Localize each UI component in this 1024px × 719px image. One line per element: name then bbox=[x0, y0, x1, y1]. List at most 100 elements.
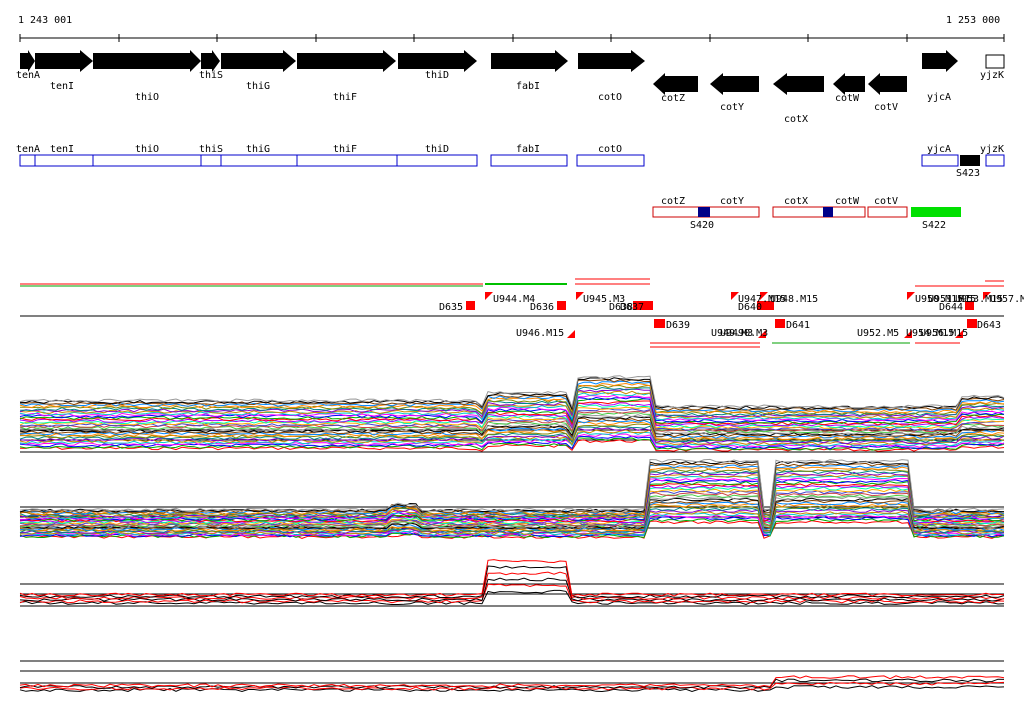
segment-mark-D639[interactable] bbox=[654, 319, 665, 328]
operon-box-yjcA[interactable] bbox=[921, 154, 959, 167]
expression-trace bbox=[19, 407, 1005, 431]
operon-track-forward: tenA tenI thiO thiS thiG thiF thiD fabI … bbox=[16, 144, 1005, 179]
segment-mark-D636[interactable] bbox=[557, 301, 566, 310]
operon-box-S423[interactable] bbox=[960, 155, 980, 166]
expression-trace bbox=[19, 380, 1005, 413]
operon-box-yjzK[interactable] bbox=[985, 154, 1005, 167]
segment-flag-U946[interactable] bbox=[567, 330, 575, 338]
expression-panel-3 bbox=[19, 559, 1005, 607]
expression-panel-1 bbox=[19, 375, 1005, 453]
segment-flag-U947[interactable] bbox=[731, 292, 739, 300]
operon-box-tenI[interactable] bbox=[34, 154, 94, 167]
segment-flag-U952[interactable] bbox=[904, 330, 912, 338]
gene-label: thiS bbox=[199, 70, 223, 81]
segment-flag-U948[interactable] bbox=[760, 292, 768, 300]
gene-arrow-cotX[interactable] bbox=[773, 73, 824, 95]
gene-arrow-tenI[interactable] bbox=[35, 50, 93, 72]
gene-arrow-fabI[interactable] bbox=[491, 50, 568, 72]
operon-box-thiG[interactable] bbox=[220, 154, 298, 167]
segment-flag-U950[interactable] bbox=[907, 292, 915, 300]
gene-arrow-cotO[interactable] bbox=[578, 50, 645, 72]
segment-mark-D643[interactable] bbox=[967, 319, 977, 328]
segment-label: U945.M3 bbox=[583, 294, 625, 305]
gene-label: cotW bbox=[835, 93, 860, 104]
segment-label: D639 bbox=[666, 320, 690, 331]
gene-arrow-yjzK[interactable] bbox=[985, 54, 1005, 69]
operon-label: thiO bbox=[135, 144, 159, 155]
operon-box-cotO[interactable] bbox=[576, 154, 645, 167]
expression-trace bbox=[19, 396, 1005, 423]
segment-label: U952.M5 bbox=[857, 328, 899, 339]
gene-label: thiO bbox=[135, 92, 159, 103]
gene-arrow-tenA[interactable] bbox=[20, 50, 35, 72]
operon-box-S420[interactable] bbox=[698, 207, 710, 217]
gene-arrow-thiS[interactable] bbox=[201, 50, 220, 72]
segment-flag-U956[interactable] bbox=[955, 330, 963, 338]
operon-label: thiD bbox=[425, 144, 449, 155]
expression-trace bbox=[19, 681, 1005, 691]
expression-trace bbox=[19, 503, 1004, 532]
segment-label: U944.M4 bbox=[493, 294, 535, 305]
expression-trace bbox=[19, 398, 1004, 425]
expression-trace bbox=[19, 439, 1005, 452]
segment-mark-D641[interactable] bbox=[775, 319, 785, 328]
expression-trace bbox=[20, 423, 1005, 442]
ruler-end-label: 1 253 000 bbox=[946, 15, 1000, 26]
operon-box-fabI[interactable] bbox=[490, 154, 568, 167]
gene-label: tenI bbox=[50, 81, 74, 92]
gene-arrow-cotW[interactable] bbox=[833, 73, 865, 95]
segment-track: D635 U944.M4 D636 U945.M3 D638 D637 U947… bbox=[20, 278, 1024, 348]
gene-arrow-cotY[interactable] bbox=[710, 73, 759, 95]
expression-trace bbox=[19, 486, 1005, 525]
operon-label: tenA bbox=[16, 144, 40, 155]
operon-box-cotW-fill[interactable] bbox=[823, 207, 833, 217]
segment-label: D641 bbox=[786, 320, 810, 331]
operon-box-tenA[interactable] bbox=[19, 154, 36, 167]
segment-label: U949.M3 bbox=[711, 328, 753, 339]
expression-trace bbox=[19, 414, 1005, 435]
segment-flag-U945[interactable] bbox=[576, 292, 584, 300]
segment-flag-U944[interactable] bbox=[485, 292, 493, 300]
gene-arrow-thiG[interactable] bbox=[221, 50, 296, 72]
expression-trace bbox=[19, 583, 1005, 604]
segment-flag-U949[interactable] bbox=[758, 330, 766, 338]
operon-label: S423 bbox=[956, 168, 980, 179]
segment-mark-D637[interactable] bbox=[633, 301, 653, 310]
expression-trace bbox=[19, 468, 1005, 516]
ruler-start-label: 1 243 001 bbox=[18, 15, 72, 26]
expression-trace bbox=[19, 437, 1005, 451]
operon-box-cotXW[interactable] bbox=[772, 206, 866, 218]
operon-box-thiS[interactable] bbox=[200, 154, 222, 167]
segment-mark-D640[interactable] bbox=[757, 301, 774, 310]
operon-label: thiS bbox=[199, 144, 223, 155]
gene-arrow-cotV[interactable] bbox=[868, 73, 907, 95]
gene-arrow-thiD[interactable] bbox=[398, 50, 477, 72]
operon-box-thiF[interactable] bbox=[296, 154, 398, 167]
gene-label: cotY bbox=[720, 102, 744, 113]
expression-trace bbox=[19, 427, 1005, 445]
operon-box-S422[interactable] bbox=[911, 207, 961, 217]
gene-label: cotX bbox=[784, 114, 808, 125]
gene-arrow-thiO[interactable] bbox=[93, 50, 201, 72]
gene-arrow-cotZ[interactable] bbox=[653, 73, 698, 95]
segment-label: U953.M15 bbox=[955, 294, 1003, 305]
expression-panel-4 bbox=[19, 660, 1005, 693]
operon-label: cotW bbox=[835, 196, 860, 207]
gene-arrow-yjcA[interactable] bbox=[922, 50, 958, 72]
operon-box-thiO[interactable] bbox=[92, 154, 202, 167]
gene-label: cotZ bbox=[661, 93, 685, 104]
segment-flag-U957[interactable] bbox=[983, 292, 991, 300]
gene-label: cotO bbox=[598, 92, 622, 103]
expression-trace bbox=[19, 565, 1005, 599]
segment-label: D640 bbox=[738, 302, 762, 313]
gene-arrow-thiF[interactable] bbox=[297, 50, 396, 72]
expression-trace bbox=[19, 685, 1005, 693]
segment-label: U956.M15 bbox=[920, 328, 968, 339]
operon-box-cotV[interactable] bbox=[867, 206, 908, 218]
segment-mark-D644[interactable] bbox=[965, 301, 974, 310]
expression-trace bbox=[19, 392, 1005, 421]
expression-trace bbox=[19, 675, 1005, 688]
operon-box-thiD[interactable] bbox=[396, 154, 478, 167]
segment-mark-D635[interactable] bbox=[466, 301, 475, 310]
